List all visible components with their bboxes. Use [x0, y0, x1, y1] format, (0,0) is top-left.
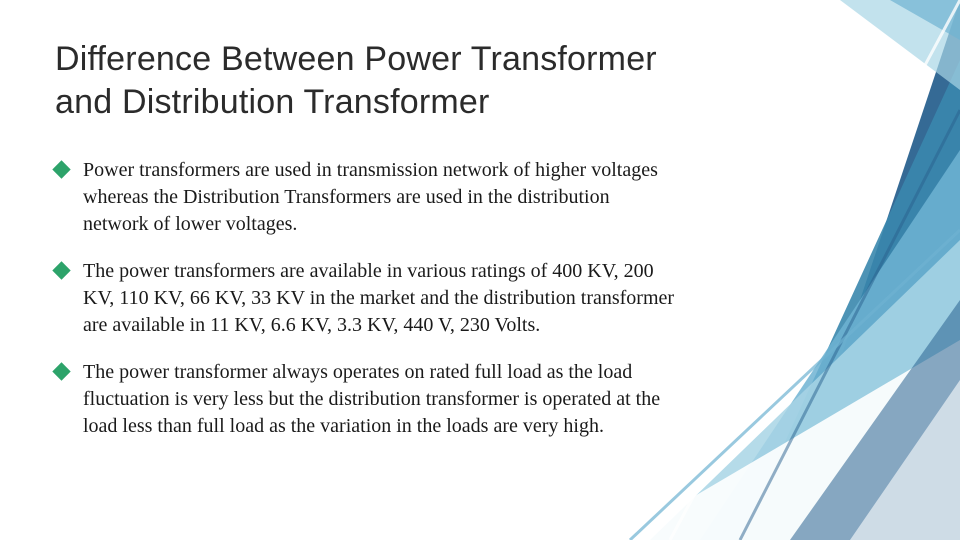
list-item: The power transformers are available in … — [55, 258, 675, 339]
slide-content: Difference Between Power Transformer and… — [55, 38, 675, 460]
bullet-text: The power transformers are available in … — [83, 260, 674, 336]
bullet-text: Power transformers are used in transmiss… — [83, 159, 658, 235]
diamond-icon — [52, 362, 70, 380]
diamond-icon — [52, 261, 70, 279]
bullet-list: Power transformers are used in transmiss… — [55, 157, 675, 440]
list-item: The power transformer always operates on… — [55, 359, 675, 440]
bullet-text: The power transformer always operates on… — [83, 361, 660, 437]
list-item: Power transformers are used in transmiss… — [55, 157, 675, 238]
slide-title: Difference Between Power Transformer and… — [55, 38, 675, 123]
diamond-icon — [52, 160, 70, 178]
